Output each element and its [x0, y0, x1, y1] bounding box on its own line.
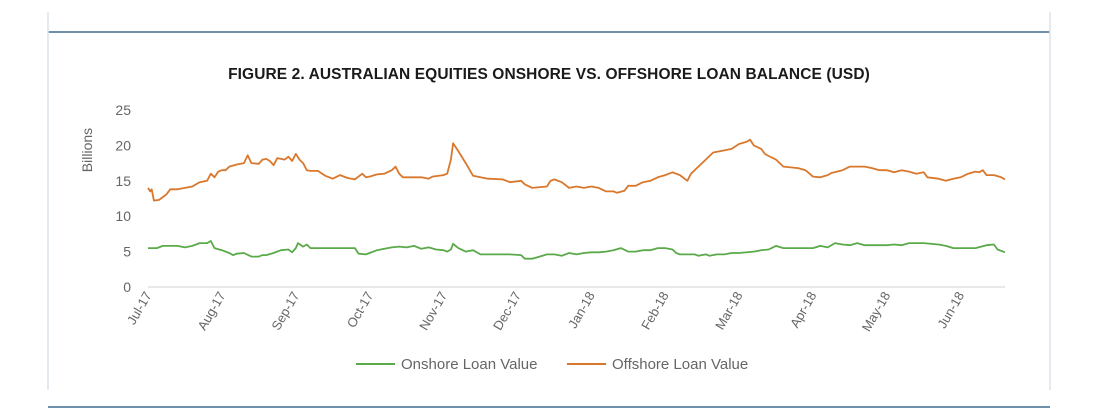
plot-area	[147, 138, 1006, 260]
x-tick-label: Dec-17	[490, 289, 524, 333]
y-axis-label: Billions	[79, 128, 95, 172]
y-tick-label: 25	[115, 102, 131, 118]
y-tick-label: 15	[115, 173, 131, 189]
x-tick-label: Jan-18	[565, 289, 598, 331]
y-tick-label: 20	[115, 137, 131, 153]
y-axis-ticks: 0 5 10 15 20 25	[115, 102, 131, 295]
x-tick-label: Oct-17	[344, 289, 376, 330]
x-tick-label: Feb-18	[638, 289, 672, 332]
onshore-series-line	[148, 240, 1006, 260]
x-axis-ticks: Jul-17 Aug-17 Sep-17 Oct-17 Nov-17 Dec-17 Jan-…	[124, 289, 967, 334]
legend-label-onshore: Onshore Loan Value	[401, 356, 538, 373]
chart-title: FIGURE 2. AUSTRALIAN EQUITIES ONSHORE VS…	[228, 66, 870, 83]
x-tick-label: Mar-18	[712, 289, 746, 332]
legend: Onshore Loan Value Offshore Loan Value	[356, 356, 748, 373]
y-tick-label: 0	[123, 279, 131, 295]
x-tick-label: May-18	[859, 289, 894, 334]
x-tick-label: Apr-18	[787, 289, 820, 330]
y-tick-label: 10	[115, 208, 131, 224]
x-tick-label: Nov-17	[416, 289, 450, 333]
x-tick-label: Sep-17	[268, 289, 302, 333]
y-tick-label: 5	[123, 244, 131, 260]
x-tick-label: Jun-18	[934, 289, 967, 331]
offshore-series-line	[147, 138, 1006, 202]
x-tick-label: Aug-17	[195, 289, 229, 333]
legend-label-offshore: Offshore Loan Value	[612, 356, 748, 373]
